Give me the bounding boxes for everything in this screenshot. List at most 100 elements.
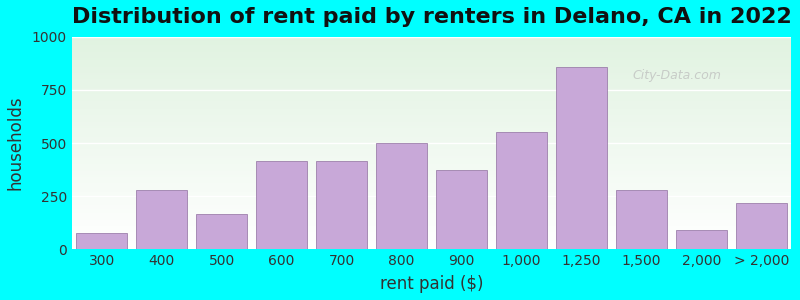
- Bar: [72, 243, 791, 245]
- Bar: [72, 169, 791, 171]
- Text: City-Data.com: City-Data.com: [633, 69, 722, 82]
- Bar: [196, 214, 247, 249]
- Bar: [72, 81, 791, 84]
- Bar: [72, 37, 791, 39]
- Bar: [72, 64, 791, 67]
- Bar: [72, 39, 791, 41]
- Bar: [72, 113, 791, 116]
- Bar: [72, 211, 791, 213]
- Bar: [72, 58, 791, 60]
- Bar: [72, 226, 791, 228]
- Bar: [72, 90, 791, 92]
- Bar: [72, 241, 791, 243]
- Bar: [616, 190, 667, 249]
- Bar: [72, 181, 791, 183]
- Bar: [72, 134, 791, 137]
- Bar: [72, 56, 791, 58]
- Bar: [72, 79, 791, 81]
- Bar: [72, 228, 791, 230]
- Bar: [72, 77, 791, 79]
- Bar: [72, 130, 791, 132]
- Bar: [72, 126, 791, 128]
- Bar: [72, 245, 791, 247]
- Bar: [72, 105, 791, 107]
- Bar: [72, 118, 791, 120]
- Bar: [72, 205, 791, 207]
- Bar: [72, 75, 791, 77]
- Bar: [72, 222, 791, 224]
- Bar: [72, 224, 791, 226]
- Bar: [72, 175, 791, 177]
- Bar: [72, 86, 791, 88]
- Bar: [72, 207, 791, 209]
- Bar: [72, 47, 791, 50]
- Bar: [72, 149, 791, 152]
- Bar: [72, 213, 791, 215]
- Bar: [72, 218, 791, 220]
- Bar: [136, 190, 187, 249]
- Bar: [72, 103, 791, 105]
- Bar: [72, 143, 791, 145]
- Bar: [72, 232, 791, 234]
- Bar: [72, 52, 791, 54]
- Bar: [72, 188, 791, 190]
- Bar: [72, 124, 791, 126]
- Bar: [72, 62, 791, 64]
- Bar: [72, 192, 791, 194]
- Bar: [72, 238, 791, 241]
- Bar: [316, 161, 367, 249]
- Bar: [72, 109, 791, 111]
- Bar: [72, 209, 791, 211]
- Bar: [72, 67, 791, 69]
- Bar: [72, 132, 791, 134]
- Bar: [72, 179, 791, 181]
- Bar: [72, 173, 791, 175]
- Bar: [72, 171, 791, 173]
- Y-axis label: households: households: [7, 96, 25, 190]
- Bar: [72, 198, 791, 200]
- Bar: [72, 94, 791, 96]
- Bar: [72, 177, 791, 179]
- Bar: [72, 167, 791, 169]
- Bar: [72, 88, 791, 90]
- Bar: [72, 152, 791, 154]
- Bar: [72, 92, 791, 94]
- Bar: [72, 194, 791, 196]
- Bar: [72, 98, 791, 101]
- Bar: [72, 190, 791, 192]
- Bar: [72, 116, 791, 118]
- Bar: [436, 169, 487, 249]
- Bar: [72, 234, 791, 236]
- Bar: [72, 137, 791, 139]
- Bar: [676, 230, 726, 249]
- Bar: [72, 160, 791, 162]
- Bar: [72, 162, 791, 164]
- Bar: [72, 139, 791, 141]
- Bar: [72, 230, 791, 232]
- Bar: [72, 202, 791, 205]
- Bar: [72, 156, 791, 158]
- Bar: [72, 185, 791, 188]
- Bar: [72, 183, 791, 185]
- Bar: [72, 120, 791, 122]
- X-axis label: rent paid ($): rent paid ($): [380, 275, 483, 293]
- Bar: [72, 45, 791, 47]
- Bar: [72, 164, 791, 166]
- Bar: [72, 71, 791, 73]
- Bar: [72, 96, 791, 98]
- Bar: [376, 143, 427, 249]
- Bar: [72, 54, 791, 56]
- Bar: [72, 147, 791, 149]
- Bar: [72, 43, 791, 45]
- Bar: [72, 145, 791, 147]
- Bar: [72, 69, 791, 71]
- Bar: [496, 132, 547, 249]
- Bar: [72, 200, 791, 202]
- Bar: [76, 233, 127, 249]
- Bar: [72, 111, 791, 113]
- Bar: [736, 202, 786, 249]
- Bar: [72, 154, 791, 156]
- Bar: [72, 107, 791, 109]
- Title: Distribution of rent paid by renters in Delano, CA in 2022: Distribution of rent paid by renters in …: [72, 7, 791, 27]
- Bar: [72, 220, 791, 222]
